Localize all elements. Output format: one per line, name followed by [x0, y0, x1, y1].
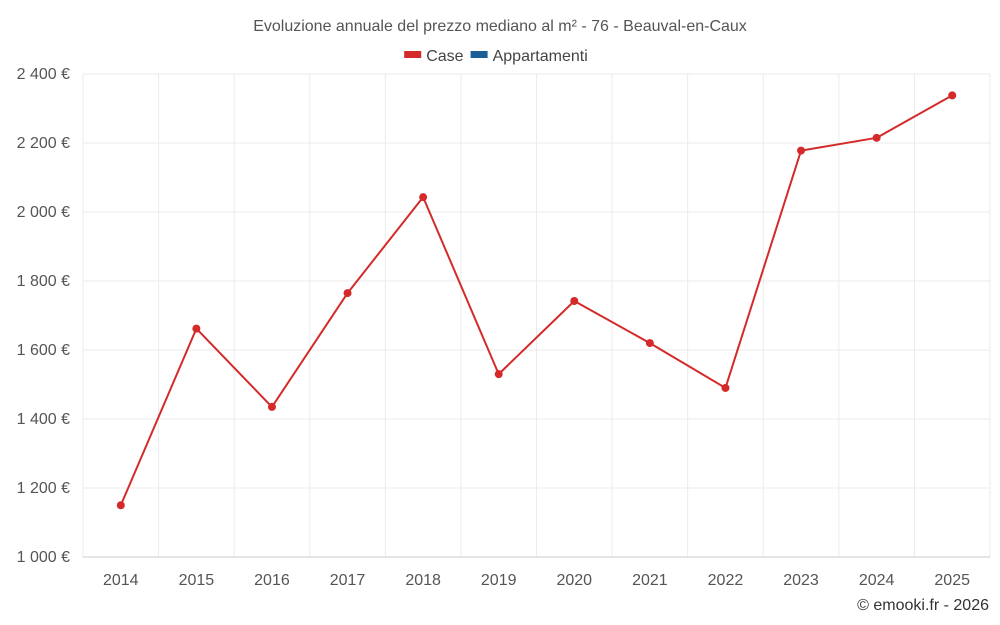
data-point-2023[interactable] — [797, 146, 806, 155]
x-axis-ticks: 2014 2015 2016 2017 2018 2019 2020 2021 2022 2023… — [103, 572, 970, 589]
data-point-2021[interactable] — [645, 339, 654, 348]
x-tick-label: 2014 — [103, 572, 139, 589]
x-tick-label: 2018 — [405, 572, 441, 589]
credit-text: © emooki.fr - 2026 — [857, 597, 989, 614]
y-tick-label: 1 200 € — [17, 480, 70, 497]
x-tick-label: 2025 — [934, 572, 970, 589]
data-point-2024[interactable] — [872, 133, 881, 142]
y-tick-label: 1 800 € — [17, 273, 70, 290]
data-point-2015[interactable] — [192, 324, 201, 333]
data-point-2019[interactable] — [494, 370, 503, 379]
legend-swatch — [470, 51, 488, 58]
x-tick-label: 2015 — [179, 572, 215, 589]
legend-label: Appartamenti — [493, 48, 588, 65]
x-tick-label: 2021 — [632, 572, 668, 589]
data-point-2020[interactable] — [570, 297, 579, 306]
y-tick-label: 1 400 € — [17, 411, 70, 428]
chart-title: Evoluzione annuale del prezzo mediano al… — [253, 18, 747, 35]
data-point-2014[interactable] — [116, 501, 125, 510]
data-point-2025[interactable] — [948, 91, 957, 100]
x-gridlines — [82, 74, 991, 557]
y-gridlines — [83, 73, 990, 489]
data-point-2018[interactable] — [419, 193, 428, 202]
y-tick-label: 2 400 € — [17, 66, 70, 83]
x-tick-label: 2016 — [254, 572, 290, 589]
x-tick-label: 2017 — [330, 572, 366, 589]
x-tick-label: 2023 — [783, 572, 819, 589]
y-tick-label: 1 600 € — [17, 342, 70, 359]
series-group — [116, 91, 957, 510]
legend-item-case[interactable]: Case — [404, 48, 464, 65]
series-line-case — [119, 94, 953, 506]
legend-swatch — [404, 51, 422, 58]
legend-item-appartamenti[interactable]: Appartamenti — [470, 48, 588, 65]
y-tick-label: 2 000 € — [17, 204, 70, 221]
data-point-2017[interactable] — [343, 289, 352, 298]
x-tick-label: 2024 — [859, 572, 895, 589]
x-tick-label: 2019 — [481, 572, 517, 589]
x-tick-label: 2020 — [556, 572, 592, 589]
y-axis-ticks: 1 000 € 1 200 € 1 400 € 1 600 € 1 800 € 2 000… — [17, 66, 70, 566]
data-point-2016[interactable] — [267, 402, 276, 411]
data-point-2022[interactable] — [721, 383, 730, 392]
x-tick-label: 2022 — [708, 572, 744, 589]
legend: Case Appartamenti — [404, 48, 588, 65]
legend-label: Case — [426, 48, 463, 65]
y-tick-label: 2 200 € — [17, 135, 70, 152]
y-tick-label: 1 000 € — [17, 549, 70, 566]
